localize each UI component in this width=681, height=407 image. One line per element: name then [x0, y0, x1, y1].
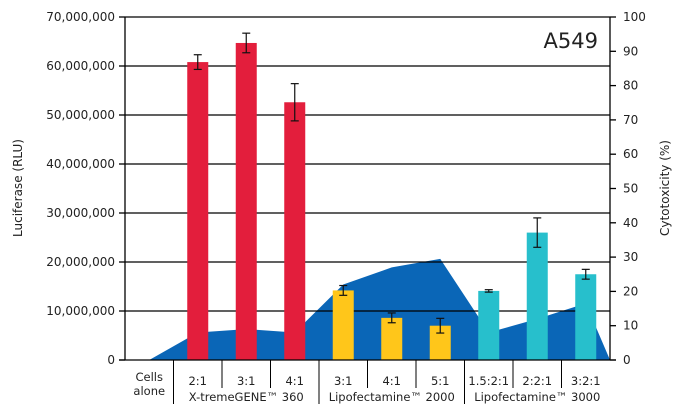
bar-9 [575, 274, 597, 360]
y-tick-label-4: 40,000,000 [46, 157, 115, 171]
bar-6 [429, 325, 451, 360]
y2-tick-label-5: 50 [623, 182, 638, 196]
y2-tick-label-4: 40 [623, 216, 638, 230]
y-tick-label-3: 30,000,000 [46, 206, 115, 220]
category-label-4-0: 3:1 [334, 374, 353, 388]
axis-layer [119, 16, 616, 404]
category-label-0-0: Cells [136, 370, 164, 384]
y-tick-label-6: 60,000,000 [46, 59, 115, 73]
y-tick-label-0: 0 [107, 353, 115, 367]
y-tick-label-2: 20,000,000 [46, 255, 115, 269]
category-label-1-0: 2:1 [188, 374, 207, 388]
y2-tick-label-7: 70 [623, 113, 638, 127]
bar-8 [526, 232, 548, 360]
y2-axis-title: Cytotoxicity (%) [658, 140, 672, 236]
category-label-3-0: 4:1 [285, 374, 304, 388]
bar-4 [332, 290, 354, 360]
bar-2 [235, 42, 257, 360]
y2-tick-label-9: 90 [623, 44, 638, 58]
y-tick-label-5: 50,000,000 [46, 108, 115, 122]
category-label-2-0: 3:1 [237, 374, 256, 388]
category-label-0-1: alone [133, 384, 165, 398]
category-label-5-0: 4:1 [382, 374, 401, 388]
bar-layer [187, 32, 597, 361]
bar-5 [381, 317, 403, 360]
y2-tick-label-8: 80 [623, 79, 638, 93]
label-layer: A549 Luciferase (RLU) Cytotoxicity (%) 0… [11, 10, 672, 404]
bar-3 [284, 102, 306, 360]
y2-tick-label-1: 10 [623, 319, 638, 333]
group-label-1: X-tremeGENE™ 360 [189, 390, 304, 404]
category-label-9-0: 3:2:1 [571, 374, 601, 388]
category-label-8-0: 2:2:1 [522, 374, 552, 388]
y2-tick-label-2: 20 [623, 284, 638, 298]
y-axis-title: Luciferase (RLU) [11, 139, 25, 237]
panel-label: A549 [544, 29, 598, 53]
group-label-2: Lipofectamine™ 2000 [329, 390, 455, 404]
y2-tick-label-10: 100 [623, 10, 646, 24]
bar-7 [478, 290, 500, 360]
y-tick-label-7: 70,000,000 [46, 10, 115, 24]
y2-tick-label-6: 60 [623, 147, 638, 161]
y-tick-label-1: 10,000,000 [46, 304, 115, 318]
bar-1 [187, 62, 209, 361]
category-label-7-0: 1.5:2:1 [468, 374, 509, 388]
y2-tick-label-0: 0 [623, 353, 631, 367]
category-label-6-0: 5:1 [431, 374, 450, 388]
group-label-3: Lipofectamine™ 3000 [474, 390, 600, 404]
y2-tick-label-3: 30 [623, 250, 638, 264]
